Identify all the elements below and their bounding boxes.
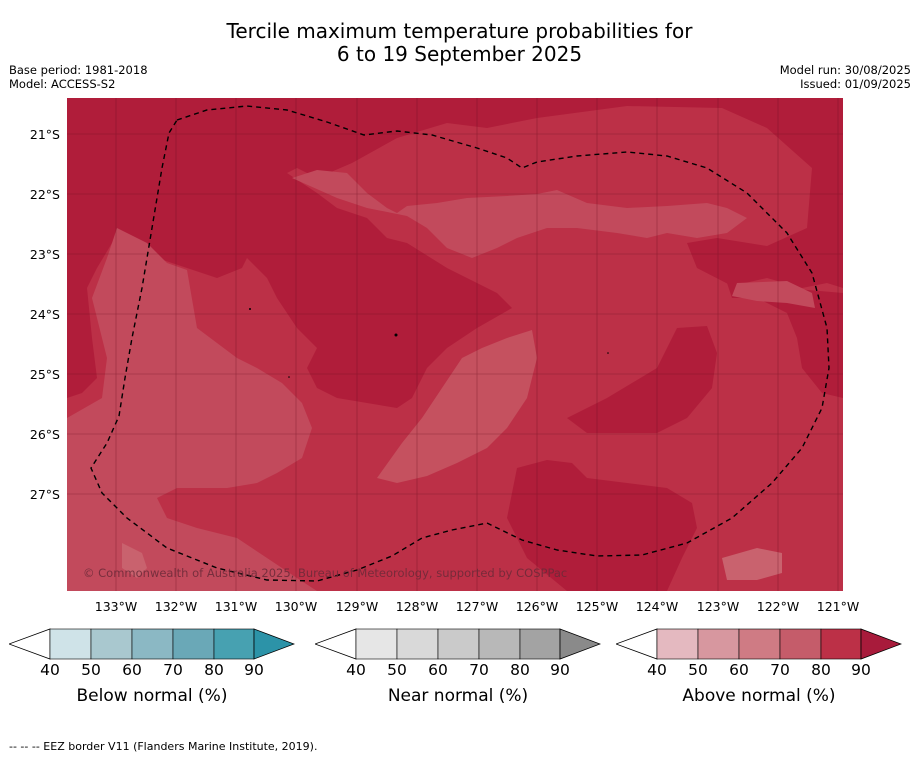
title-line-2: 6 to 19 September 2025 — [336, 42, 583, 66]
lon-label: 128°W — [395, 599, 439, 614]
colorbar-segment — [131, 628, 174, 660]
colorbar-near-graphic — [315, 628, 601, 660]
lon-label: 123°W — [696, 599, 740, 614]
light-region-west — [67, 228, 317, 591]
dark-region-north — [67, 98, 843, 408]
lon-label: 132°W — [154, 599, 198, 614]
colorbar-tick: 70 — [770, 661, 790, 679]
colorbar-tick: 40 — [647, 661, 667, 679]
light-region-southwest — [122, 543, 147, 578]
colorbar-segment — [213, 628, 255, 660]
base-period: Base period: 1981-2018 — [9, 63, 148, 77]
lat-label: 24°S — [29, 307, 60, 322]
colorbar-tick: 90 — [550, 661, 570, 679]
colorbar-tick: 90 — [244, 661, 264, 679]
colorbar-segment — [172, 628, 215, 660]
lat-label: 22°S — [29, 187, 60, 202]
colorbar-segment — [519, 628, 561, 660]
dark-region-central-east — [567, 326, 717, 433]
lon-label: 127°W — [455, 599, 499, 614]
colorbar-segment — [437, 628, 480, 660]
lon-label: 129°W — [335, 599, 379, 614]
colorbar-below-graphic — [9, 628, 295, 660]
lat-label: 23°S — [29, 247, 60, 262]
issued-date: Issued: 01/09/2025 — [800, 77, 911, 91]
colorbar-tick: 50 — [387, 661, 407, 679]
colorbar-label-above: Above normal (%) — [682, 686, 836, 706]
colorbar-max-arrow — [860, 628, 902, 660]
lon-label: 130°W — [274, 599, 318, 614]
colorbar-max-arrow — [559, 628, 601, 660]
lat-label: 25°S — [29, 367, 60, 382]
colorbar-segment — [49, 628, 92, 660]
lon-label: 121°W — [816, 599, 860, 614]
colorbar-tick: 60 — [122, 661, 142, 679]
lat-label: 21°S — [29, 127, 60, 142]
colorbar-segment — [355, 628, 398, 660]
colorbar-tick: 80 — [204, 661, 224, 679]
colorbar-tick: 60 — [428, 661, 448, 679]
colorbar-tick: 80 — [510, 661, 530, 679]
colorbar-tick: 50 — [688, 661, 708, 679]
light-region-southeast — [722, 548, 782, 580]
colorbar-below-normal — [9, 628, 295, 660]
colorbar-min-arrow — [616, 628, 658, 660]
colorbar-tick: 90 — [851, 661, 871, 679]
dark-region-east — [727, 283, 843, 398]
colorbar-segment — [738, 628, 781, 660]
lon-label: 122°W — [756, 599, 800, 614]
colorbar-min-arrow — [9, 628, 51, 660]
colorbar-max-arrow — [253, 628, 295, 660]
light-region-northwest — [292, 170, 747, 258]
colorbar-tick: 40 — [346, 661, 366, 679]
map-canvas — [67, 98, 843, 591]
colorbar-segment — [478, 628, 521, 660]
colorbar-tick: 70 — [163, 661, 183, 679]
colorbar-segment — [820, 628, 862, 660]
eez-border — [90, 105, 830, 582]
lon-label: 133°W — [94, 599, 138, 614]
colorbar-tick: 80 — [811, 661, 831, 679]
islands — [249, 308, 609, 378]
map-title: Tercile maximum temperature probabilitie… — [0, 20, 919, 66]
colorbar-label-near: Near normal (%) — [387, 686, 529, 706]
model-run: Model run: 30/08/2025 — [779, 63, 911, 77]
title-line-1: Tercile maximum temperature probabilitie… — [226, 19, 693, 43]
probability-map — [67, 98, 843, 591]
colorbar-tick: 70 — [469, 661, 489, 679]
model-name: Model: ACCESS-S2 — [9, 77, 116, 91]
lon-label: 125°W — [575, 599, 619, 614]
colorbar-label-below: Below normal (%) — [76, 686, 228, 706]
colorbar-min-arrow — [315, 628, 357, 660]
lon-label: 131°W — [214, 599, 258, 614]
meta-left: Base period: 1981-2018 Model: ACCESS-S2 — [9, 63, 148, 91]
colorbar-above-normal — [616, 628, 902, 660]
colorbar-tick: 50 — [81, 661, 101, 679]
colorbar-tick: 60 — [729, 661, 749, 679]
colorbar-segment — [90, 628, 133, 660]
lat-label: 27°S — [29, 487, 60, 502]
eez-footnote: -- -- -- EEZ border V11 (Flanders Marine… — [9, 740, 318, 753]
dark-region-south — [507, 460, 697, 591]
gridlines — [67, 98, 843, 591]
colorbar-segment — [697, 628, 740, 660]
colorbar-segment — [779, 628, 822, 660]
colorbar-segment — [656, 628, 699, 660]
light-region-east-shelf — [732, 281, 815, 308]
meta-right: Model run: 30/08/2025 Issued: 01/09/2025 — [780, 63, 911, 91]
lat-label: 26°S — [29, 427, 60, 442]
lon-label: 124°W — [635, 599, 679, 614]
colorbar-segment — [396, 628, 439, 660]
lon-label: 126°W — [515, 599, 559, 614]
colorbar-tick: 40 — [40, 661, 60, 679]
colorbar-near-normal — [315, 628, 601, 660]
colorbar-above-graphic — [616, 628, 902, 660]
copyright-notice: © Commonwealth of Australia 2025, Bureau… — [83, 566, 568, 580]
